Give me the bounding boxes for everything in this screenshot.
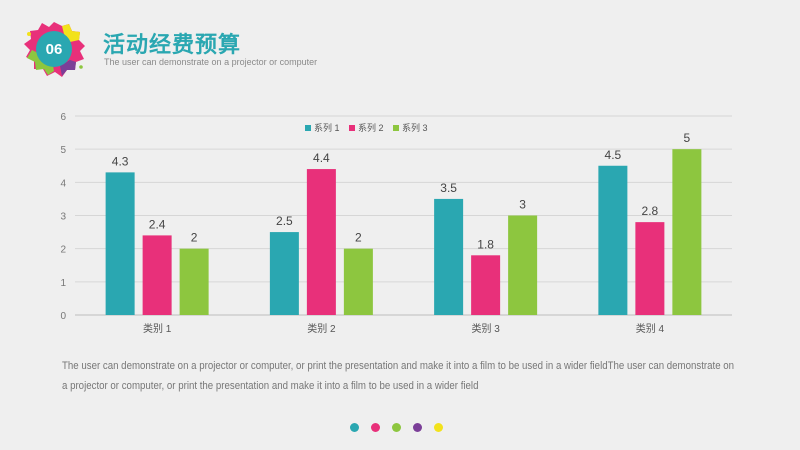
footer-dot: [413, 423, 422, 432]
data-label: 5: [684, 131, 691, 145]
data-label: 1.8: [477, 237, 494, 251]
data-label: 2.5: [276, 214, 293, 228]
y-tick-label: 1: [60, 278, 66, 289]
data-label: 2.4: [149, 217, 166, 231]
bar: [179, 248, 209, 315]
section-number-badge: 06: [22, 20, 86, 78]
y-tick-label: 6: [60, 112, 66, 123]
footer-dot: [392, 423, 401, 432]
x-tick-label: 类别 2: [307, 322, 336, 335]
bar: [306, 169, 336, 315]
legend-label: 系列 3: [402, 122, 428, 133]
section-number: 06: [45, 40, 63, 58]
data-label: 3: [519, 198, 526, 212]
data-label: 2.8: [642, 204, 659, 218]
data-label: 3.5: [440, 181, 457, 195]
footer-dot: [350, 423, 359, 432]
legend-label: 系列 2: [358, 122, 384, 133]
y-tick-label: 5: [60, 145, 66, 156]
data-label: 2: [191, 231, 198, 245]
data-label: 4.4: [313, 151, 330, 165]
bar: [269, 232, 299, 315]
footer-dot: [371, 423, 380, 432]
bar: [105, 172, 135, 315]
y-tick-label: 2: [60, 245, 66, 256]
bar: [471, 255, 501, 315]
bar: [434, 198, 464, 315]
legend-label: 系列 1: [314, 122, 340, 133]
footer-dots: [350, 423, 443, 433]
data-label: 4.3: [112, 154, 129, 168]
description-text: The user can demonstrate on a projector …: [62, 360, 735, 392]
data-label: 4.5: [605, 148, 622, 162]
paint-splash-icon: [24, 22, 85, 77]
data-label: 2: [355, 231, 362, 245]
bar: [508, 215, 538, 315]
page-subtitle: The user can demonstrate on a projector …: [104, 57, 318, 67]
x-tick-label: 类别 1: [143, 322, 172, 335]
bar: [672, 149, 702, 315]
legend-swatch: [349, 125, 355, 131]
bar: [343, 248, 373, 315]
legend-swatch: [393, 125, 399, 131]
x-tick-label: 类别 3: [471, 322, 500, 335]
page-title: 活动经费预算: [103, 33, 242, 58]
bar: [635, 222, 665, 315]
bar: [142, 235, 172, 315]
y-tick-label: 4: [60, 178, 66, 189]
footer-dot: [434, 423, 443, 432]
bar: [598, 165, 628, 315]
x-tick-label: 类别 4: [636, 322, 665, 335]
y-tick-label: 3: [60, 212, 66, 223]
legend-swatch: [305, 125, 311, 131]
y-tick-label: 0: [60, 311, 66, 322]
